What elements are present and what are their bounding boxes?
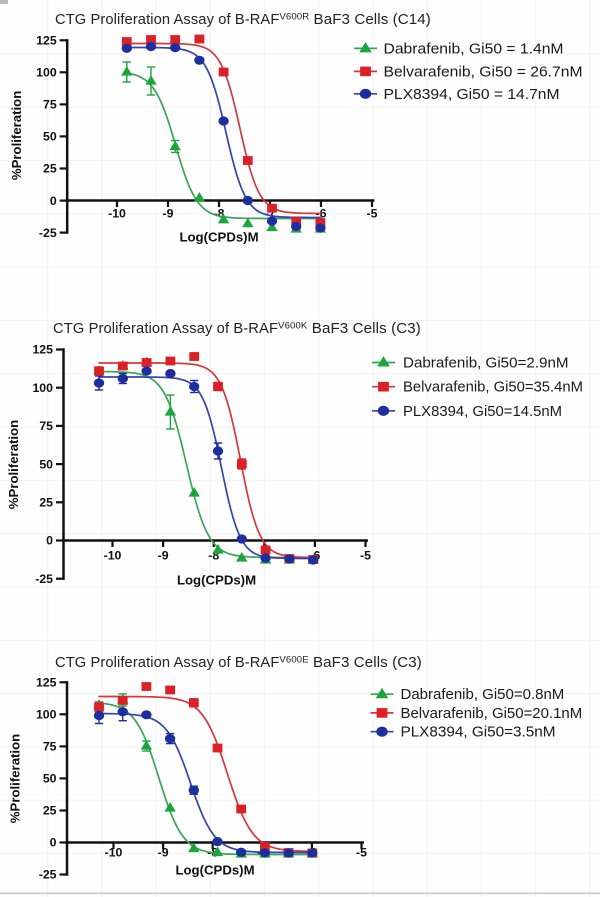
svg-text:-9: -9 bbox=[163, 207, 174, 221]
svg-text:25: 25 bbox=[43, 162, 57, 176]
svg-text:Dabrafenib, Gi50=0.8nM: Dabrafenib, Gi50=0.8nM bbox=[401, 686, 565, 703]
svg-text:-5: -5 bbox=[360, 549, 371, 563]
svg-text:-9: -9 bbox=[158, 846, 169, 860]
svg-text:-10: -10 bbox=[108, 207, 126, 221]
svg-text:125: 125 bbox=[36, 34, 57, 48]
svg-text:-8: -8 bbox=[208, 549, 219, 563]
svg-text:100: 100 bbox=[36, 708, 57, 722]
svg-text:Log(CPDs)M: Log(CPDs)M bbox=[177, 573, 256, 588]
svg-text:-9: -9 bbox=[158, 549, 169, 563]
svg-text:-5: -5 bbox=[356, 846, 367, 860]
svg-text:-25: -25 bbox=[39, 226, 57, 240]
svg-text:CTG Proliferation Assay of B-R: CTG Proliferation Assay of B-RAFV600E Ba… bbox=[55, 654, 422, 671]
svg-text:50: 50 bbox=[39, 457, 53, 471]
svg-text:75: 75 bbox=[43, 98, 57, 112]
svg-text:0: 0 bbox=[50, 194, 57, 208]
svg-text:-5: -5 bbox=[367, 207, 378, 221]
svg-text:-10: -10 bbox=[104, 549, 122, 563]
svg-text:Belvarafenib, Gi50=20.1nM: Belvarafenib, Gi50=20.1nM bbox=[401, 705, 583, 722]
svg-text:PLX8394, Gi50=3.5nM: PLX8394, Gi50=3.5nM bbox=[401, 724, 556, 741]
svg-text:-25: -25 bbox=[39, 868, 57, 882]
svg-text:CTG Proliferation Assay of B-R: CTG Proliferation Assay of B-RAFV600K Ba… bbox=[53, 320, 421, 337]
svg-text:50: 50 bbox=[43, 130, 57, 144]
svg-text:50: 50 bbox=[43, 772, 57, 786]
svg-text:100: 100 bbox=[32, 381, 53, 395]
svg-text:125: 125 bbox=[32, 343, 53, 357]
svg-text:-25: -25 bbox=[35, 572, 53, 586]
svg-text:0: 0 bbox=[50, 836, 57, 850]
svg-text:%Proliferation: %Proliferation bbox=[8, 734, 23, 823]
svg-text:0: 0 bbox=[46, 534, 53, 548]
svg-text:Dabrafenib, Gi50=2.9nM: Dabrafenib, Gi50=2.9nM bbox=[403, 355, 569, 372]
svg-text:100: 100 bbox=[36, 66, 57, 80]
svg-text:75: 75 bbox=[39, 419, 53, 433]
svg-text:%Proliferation: %Proliferation bbox=[6, 420, 21, 509]
svg-text:-7: -7 bbox=[265, 207, 276, 221]
svg-text:PLX8394, Gi50=14.5nM: PLX8394, Gi50=14.5nM bbox=[403, 403, 562, 420]
svg-text:25: 25 bbox=[39, 496, 53, 510]
svg-text:-10: -10 bbox=[105, 846, 123, 860]
svg-text:125: 125 bbox=[36, 676, 57, 690]
svg-text:25: 25 bbox=[43, 804, 57, 818]
svg-text:Belvarafenib, Gi50 = 26.7nM: Belvarafenib, Gi50 = 26.7nM bbox=[384, 63, 583, 80]
svg-text:PLX8394, Gi50 = 14.7nM: PLX8394, Gi50 = 14.7nM bbox=[384, 86, 560, 103]
svg-text:-8: -8 bbox=[214, 207, 225, 221]
svg-text:Dabrafenib, Gi50 = 1.4nM: Dabrafenib, Gi50 = 1.4nM bbox=[384, 40, 564, 57]
svg-text:Log(CPDs)M: Log(CPDs)M bbox=[179, 230, 258, 245]
svg-text:Belvarafenib, Gi50=35.4nM: Belvarafenib, Gi50=35.4nM bbox=[403, 379, 583, 396]
svg-text:75: 75 bbox=[43, 740, 57, 754]
svg-text:CTG Proliferation Assay of B-R: CTG Proliferation Assay of B-RAFV600R Ba… bbox=[55, 11, 431, 28]
svg-text:%Proliferation: %Proliferation bbox=[9, 91, 24, 180]
svg-text:Log(CPDs)M: Log(CPDs)M bbox=[175, 863, 254, 878]
